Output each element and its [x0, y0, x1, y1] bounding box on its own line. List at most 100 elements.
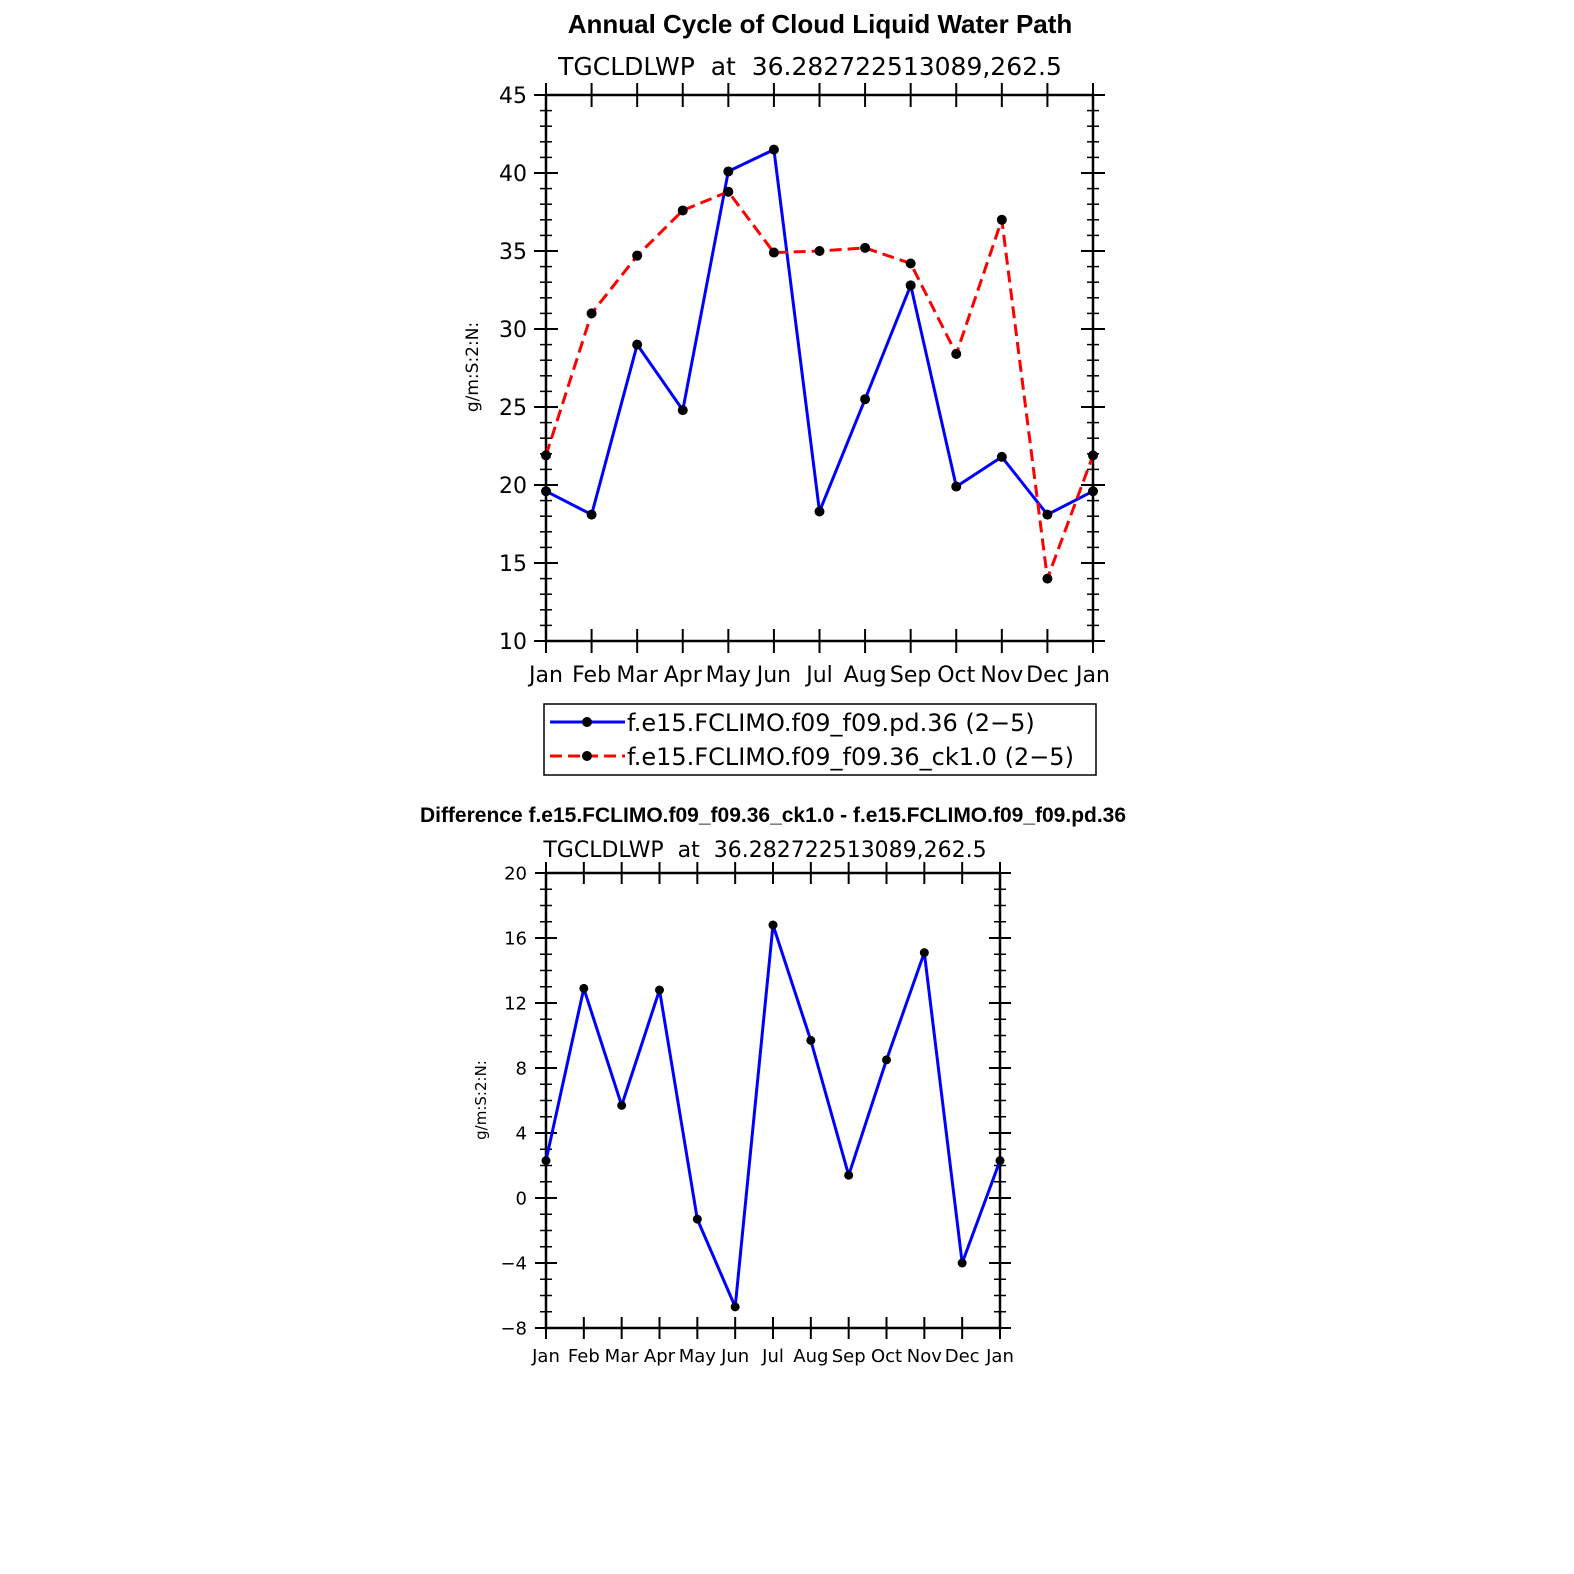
- x-tick-label: Apr: [664, 663, 703, 688]
- chart-1-legend: f.e15.FCLIMO.f09_f09.pd.36 (2−5) f.e15.F…: [543, 703, 1097, 776]
- series-2-point: [723, 186, 734, 197]
- y-tick-label: −8: [500, 1318, 527, 1339]
- plot-frame: [544, 93, 1095, 643]
- series-1-point: [677, 405, 688, 416]
- series-2-point: [860, 242, 871, 253]
- x-tick-label: Aug: [793, 1346, 828, 1367]
- chart-1-title: Annual Cycle of Cloud Liquid Water Path: [568, 9, 1073, 39]
- x-tick-label: Jun: [720, 1346, 749, 1367]
- series-2-point: [1042, 573, 1053, 584]
- y-tick-label: 10: [499, 630, 527, 655]
- x-tick-label: Mar: [616, 663, 658, 688]
- x-tick-label: Jan: [527, 663, 563, 688]
- series-1-point: [579, 983, 589, 993]
- x-tick-label: Dec: [945, 1346, 980, 1367]
- chart-2-subtitle: TGCLDLWP at 36.282722513089,262.5: [542, 838, 986, 863]
- series-1-point: [882, 1055, 891, 1065]
- series-2-point: [677, 205, 688, 216]
- legend-marker-series-1: [582, 717, 592, 727]
- series-1-point: [768, 144, 779, 155]
- x-tick-label: Feb: [572, 663, 611, 688]
- series-2-point: [1088, 450, 1098, 461]
- series-line-1: [544, 923, 1002, 1309]
- series-1-point: [617, 1100, 627, 1110]
- chart-2-title: Difference f.e15.FCLIMO.f09_f09.36_ck1.0…: [420, 804, 1126, 827]
- y-tick-label: −4: [500, 1253, 527, 1274]
- y-tick-label: 15: [499, 552, 527, 577]
- y-tick-label: 12: [504, 993, 527, 1014]
- series-2-point: [541, 450, 551, 461]
- x-tick-label: Jan: [1074, 663, 1110, 688]
- x-tick-label: Jan: [985, 1346, 1014, 1367]
- x-tick-label: May: [679, 1346, 717, 1367]
- series-2-point: [586, 308, 597, 319]
- series-1-point: [995, 1156, 1005, 1166]
- x-tick-label: Mar: [605, 1346, 640, 1367]
- x-tick-label: Jun: [755, 663, 791, 688]
- series-1-point: [586, 509, 597, 520]
- series-1-point: [806, 1035, 816, 1045]
- series-2-point: [905, 258, 916, 269]
- x-tick-label: May: [706, 663, 751, 688]
- plot-frame: [544, 871, 1002, 1330]
- series-2-point: [768, 247, 779, 258]
- x-tick-label: Oct: [871, 1346, 902, 1367]
- x-tick-label: Apr: [644, 1346, 676, 1367]
- series-1-point: [730, 1302, 740, 1312]
- series-1-point: [951, 481, 962, 492]
- legend-label-series-1: f.e15.FCLIMO.f09_f09.pd.36 (2−5): [627, 709, 1035, 737]
- y-tick-label: 0: [516, 1188, 527, 1209]
- x-tick-label: Sep: [832, 1346, 866, 1367]
- y-tick-label: 40: [499, 162, 527, 187]
- x-tick-label: Feb: [568, 1346, 600, 1367]
- series-1-point: [723, 166, 734, 177]
- series-1-point: [541, 1156, 551, 1166]
- y-tick-label: 16: [504, 928, 527, 949]
- y-tick-label: 20: [499, 474, 527, 499]
- series-1-point: [655, 985, 664, 995]
- series-1-point: [814, 506, 825, 517]
- series-1-point: [692, 1214, 702, 1224]
- x-tick-label: Jul: [761, 1346, 784, 1367]
- x-tick-label: Jul: [804, 663, 833, 688]
- chart-2-plot: −8 −4 0 4 8 12 16 20 Jan Feb Mar Apr May Jun Jul Aug Sep…: [500, 862, 1014, 1367]
- series-1-point: [860, 394, 871, 405]
- legend-label-series-2: f.e15.FCLIMO.f09_f09.36_ck1.0 (2−5): [627, 743, 1074, 771]
- series-1-point: [541, 486, 551, 497]
- series-1-point: [1088, 486, 1098, 497]
- series-1-point: [1042, 509, 1053, 520]
- y-tick-label: 8: [516, 1058, 527, 1079]
- y-tick-label: 35: [499, 240, 527, 265]
- x-tick-label: Sep: [890, 663, 931, 688]
- legend-box: [543, 703, 1097, 776]
- chart-1-subtitle: TGCLDLWP at 36.282722513089,262.5: [557, 52, 1062, 81]
- x-tick-label: Nov: [907, 1346, 942, 1367]
- series-1-point: [844, 1170, 854, 1180]
- series-1-point: [768, 920, 778, 930]
- series-2-point: [996, 214, 1007, 225]
- y-tick-label: 25: [499, 396, 527, 421]
- x-tick-label: Jan: [531, 1346, 560, 1367]
- x-tick-label: Aug: [844, 663, 887, 688]
- x-tick-label: Nov: [980, 663, 1023, 688]
- x-tick-label: Dec: [1026, 663, 1069, 688]
- y-tick-label: 4: [516, 1123, 527, 1144]
- x-tick-label: Oct: [937, 663, 975, 688]
- y-tick-label: 20: [504, 863, 527, 884]
- series-1-point: [905, 280, 916, 291]
- chart-2-y-axis-label: g/m:S:2:N:: [472, 1060, 490, 1140]
- chart-1-plot: 10 15 20 25 30 35 40 45 Jan Feb Mar Apr May Jun Jul Aug…: [499, 83, 1110, 688]
- series-1-point: [957, 1258, 967, 1268]
- series-2-point: [951, 348, 962, 359]
- series-1-point: [632, 339, 643, 350]
- chart-1-y-axis-label: g/m:S:2:N:: [463, 322, 483, 412]
- legend-marker-series-2: [582, 751, 592, 761]
- y-tick-label: 45: [499, 84, 527, 109]
- series-1-point: [919, 948, 929, 958]
- series-line-1: [545, 148, 1094, 517]
- y-tick-label: 30: [499, 318, 527, 343]
- series-2-point: [814, 246, 825, 256]
- series-1-point: [996, 451, 1007, 462]
- series-2-point: [632, 250, 643, 261]
